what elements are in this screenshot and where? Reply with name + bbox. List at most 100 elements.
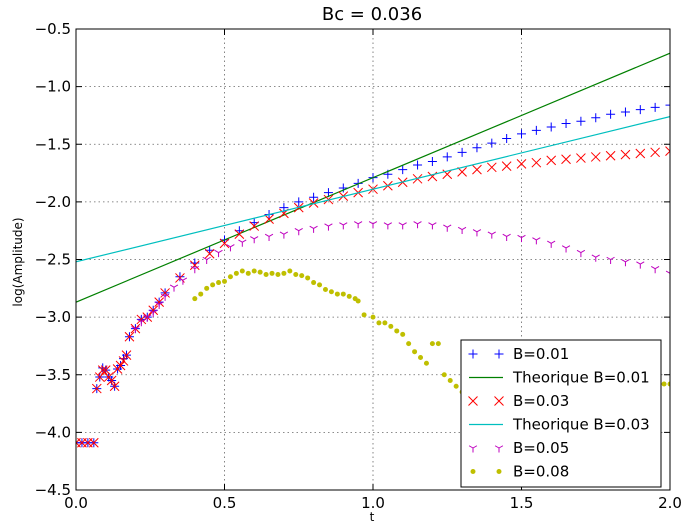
legend-label: Theorique B=0.03	[512, 416, 650, 434]
data-point	[413, 160, 423, 170]
legend-entry: Theorique B=0.01	[469, 369, 650, 387]
data-point	[294, 197, 304, 207]
data-point	[264, 233, 274, 241]
data-point	[118, 356, 129, 366]
x-axis-label: t	[370, 510, 375, 524]
data-point	[202, 256, 211, 264]
legend-label: B=0.05	[513, 439, 569, 457]
legend: B=0.01 Theorique B=0.01 B=0.03 Theorique B=…	[460, 339, 662, 488]
data-point	[143, 314, 152, 322]
y-tick-label: −2.0	[35, 193, 71, 211]
data-point	[576, 249, 586, 258]
data-point	[275, 271, 281, 277]
data-point	[591, 113, 601, 123]
data-point	[309, 225, 318, 233]
y-tick-label: −1.0	[35, 78, 71, 96]
data-point	[91, 383, 102, 394]
data-point	[281, 270, 287, 276]
data-point	[154, 301, 164, 309]
data-point	[106, 375, 117, 386]
data-point	[263, 271, 269, 277]
data-point	[251, 268, 257, 274]
data-point	[591, 254, 600, 262]
data-point	[175, 272, 185, 282]
data-point	[204, 285, 210, 291]
data-point	[412, 349, 418, 355]
legend-label: B=0.03	[513, 392, 569, 410]
data-point	[169, 284, 179, 292]
y-tick-label: −3.0	[35, 308, 71, 326]
data-point	[322, 286, 328, 292]
plot-area	[76, 52, 670, 448]
data-point	[216, 280, 222, 286]
data-point	[650, 147, 661, 158]
data-point	[667, 381, 670, 387]
data-point	[665, 270, 670, 278]
data-point	[620, 149, 631, 160]
data-point	[383, 222, 393, 230]
data-point	[279, 231, 289, 239]
data-point	[606, 109, 616, 119]
legend-marker	[496, 469, 502, 474]
data-point	[317, 282, 323, 288]
legend-marker	[468, 349, 478, 359]
data-point	[131, 325, 140, 334]
data-point	[661, 381, 667, 387]
legend-marker	[468, 445, 478, 453]
y-tick-label: −4.0	[35, 423, 71, 441]
data-point	[487, 138, 497, 148]
data-point	[160, 288, 170, 298]
data-point	[429, 341, 435, 347]
data-point	[249, 221, 260, 231]
data-point	[418, 354, 424, 360]
legend-entry: B=0.01	[468, 345, 569, 363]
data-point	[353, 221, 363, 229]
data-point	[294, 228, 303, 236]
data-point	[339, 222, 348, 230]
data-point	[257, 269, 263, 275]
data-point	[210, 282, 216, 288]
data-point	[189, 260, 200, 271]
data-point	[376, 320, 382, 326]
data-point	[370, 314, 376, 320]
data-point	[453, 383, 459, 389]
legend-marker	[494, 445, 504, 453]
data-point	[441, 372, 447, 378]
data-point	[394, 328, 400, 334]
data-point	[323, 188, 333, 198]
y-tick-label: −0.5	[35, 20, 71, 38]
data-point	[368, 221, 378, 229]
data-point	[287, 268, 293, 274]
data-point	[546, 122, 556, 132]
y-axis-label: log(Amplitude)	[11, 217, 25, 306]
data-point	[226, 244, 235, 252]
data-point	[160, 293, 170, 301]
chart-title: Bc = 0.036	[322, 4, 422, 25]
data-point	[328, 289, 334, 295]
data-point	[214, 249, 223, 258]
data-point	[502, 133, 512, 143]
data-point	[388, 323, 394, 329]
data-point	[472, 143, 482, 153]
data-point	[227, 274, 233, 280]
data-point	[457, 226, 467, 235]
data-point	[561, 154, 571, 165]
legend-entry: Theorique B=0.03	[469, 416, 650, 434]
data-point	[124, 331, 135, 342]
data-point	[400, 331, 406, 337]
data-point	[650, 266, 660, 274]
data-point	[109, 381, 120, 392]
legend-entry: B=0.08	[470, 463, 569, 481]
data-point	[501, 161, 512, 172]
data-point	[245, 270, 251, 276]
legend-label: Theorique B=0.01	[512, 369, 650, 387]
data-point	[100, 365, 111, 375]
x-tick-label: 2.0	[658, 494, 681, 512]
data-point	[457, 167, 467, 177]
y-tick-label: −2.5	[35, 251, 71, 269]
data-point	[324, 223, 333, 231]
data-point	[97, 365, 108, 375]
data-point	[472, 164, 482, 175]
data-point	[192, 296, 198, 302]
x-tick-label: 0.0	[64, 494, 88, 512]
